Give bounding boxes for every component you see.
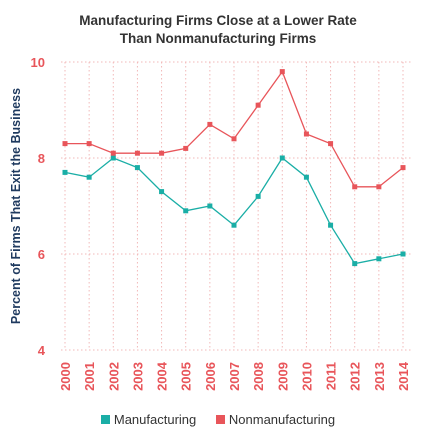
data-point-nonmanufacturing [328,141,334,147]
x-tick-label: 2009 [275,362,290,391]
x-tick-label: 2014 [396,361,411,391]
y-tick-label: 8 [38,151,45,166]
data-point-manufacturing [328,222,334,228]
legend-label-manufacturing: Manufacturing [113,412,197,427]
x-tick-label: 2007 [227,362,242,391]
legend-label-nonmanufacturing: Nonmanufacturing [228,412,336,427]
x-tick-label: 2011 [324,362,339,390]
data-point-nonmanufacturing [62,141,68,147]
series-line-nonmanufacturing [65,70,404,188]
data-point-nonmanufacturing [255,102,261,108]
chart-title-line-1: Manufacturing Firms Close at a Lower Rat… [79,13,357,28]
x-tick-label: 2004 [155,361,170,391]
data-point-manufacturing [352,261,358,267]
data-point-nonmanufacturing [183,145,189,151]
x-tick-label: 2008 [251,362,266,391]
x-tick-label: 2000 [58,362,73,391]
data-point-manufacturing [279,155,285,161]
data-point-nonmanufacturing [400,165,406,171]
data-point-manufacturing [255,193,261,199]
data-point-manufacturing [376,256,382,262]
data-point-nonmanufacturing [352,184,358,190]
x-tick-label: 2006 [203,362,218,391]
y-axis-label: Percent of Firms That Exit the Business [9,88,23,324]
data-point-nonmanufacturing [207,121,213,127]
data-point-nonmanufacturing [110,150,116,156]
data-point-nonmanufacturing [376,184,382,190]
legend-item-manufacturing: Manufacturing [100,412,197,427]
data-point-nonmanufacturing [159,150,165,156]
x-tick-label: 2012 [348,362,363,391]
legend-swatch-nonmanufacturing [215,415,225,424]
x-tick-label: 2013 [372,362,387,391]
data-point-manufacturing [303,174,309,180]
data-point-nonmanufacturing [86,141,92,147]
data-point-manufacturing [231,222,237,228]
data-point-manufacturing [134,165,140,171]
y-tick-label: 6 [38,247,45,262]
chart-title: Manufacturing Firms Close at a Lower Rat… [0,12,436,48]
y-tick-label: 10 [31,55,45,70]
data-point-manufacturing [110,155,116,161]
data-point-manufacturing [62,169,68,175]
data-point-manufacturing [159,189,165,195]
data-point-nonmanufacturing [303,131,309,137]
legend-item-nonmanufacturing: Nonmanufacturing [215,412,336,427]
data-point-nonmanufacturing [279,69,285,75]
data-point-manufacturing [400,251,406,257]
legend-swatch-manufacturing [100,415,110,424]
x-tick-label: 2010 [299,362,314,391]
x-tick-label: 2005 [179,362,194,391]
x-tick-label: 2001 [82,362,97,391]
data-point-nonmanufacturing [231,136,237,142]
chart-legend: Manufacturing Nonmanufacturing [0,412,436,427]
data-point-manufacturing [86,174,92,180]
data-point-nonmanufacturing [134,150,140,156]
chart-title-line-2: Than Nonmanufacturing Firms [119,31,317,46]
data-point-manufacturing [183,208,189,214]
x-tick-label: 2003 [130,362,145,391]
y-tick-label: 4 [38,343,46,358]
data-point-manufacturing [207,203,213,209]
x-tick-label: 2002 [106,362,121,391]
